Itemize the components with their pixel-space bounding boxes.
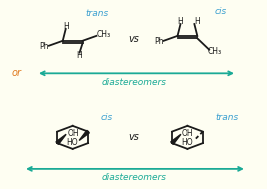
Text: Ph: Ph [154,37,163,46]
Polygon shape [79,130,89,140]
Polygon shape [171,134,181,144]
Text: trans: trans [215,113,239,122]
Text: or: or [11,68,21,78]
Text: diastereomers: diastereomers [101,78,167,87]
Text: diastereomers: diastereomers [101,173,167,182]
Text: CH₃: CH₃ [96,30,110,39]
Text: vs: vs [128,34,139,44]
Text: H: H [178,17,183,26]
Text: HO: HO [181,138,193,147]
Text: vs: vs [128,132,139,142]
Polygon shape [56,134,66,144]
Text: cis: cis [100,113,112,122]
Text: HO: HO [66,138,78,147]
Text: OH: OH [182,129,194,138]
Text: trans: trans [86,9,109,18]
Text: H: H [194,17,200,26]
Text: H: H [63,22,69,30]
Text: H: H [77,51,83,60]
Text: cis: cis [215,7,227,16]
Text: Ph: Ph [39,42,49,51]
Text: OH: OH [67,129,79,138]
Text: CH₃: CH₃ [208,47,222,56]
